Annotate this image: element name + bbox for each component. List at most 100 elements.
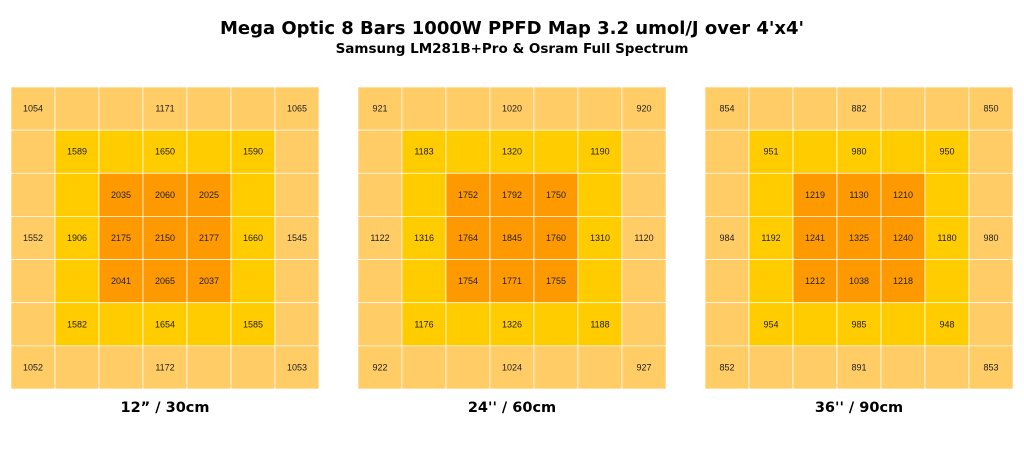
heatmap-cell (230, 216, 276, 260)
ppfd-reading-label: 921 (372, 104, 387, 114)
heatmap-cell (577, 172, 623, 217)
ppfd-reading-label: 1120 (634, 233, 653, 243)
ppfd-reading-label: 1326 (502, 319, 522, 329)
ppfd-reading-label: 1180 (937, 233, 956, 243)
heatmap-cell (11, 129, 56, 174)
heatmap-cell (401, 216, 447, 260)
ppfd-reading-label: 1764 (458, 233, 478, 243)
heatmap-cell (358, 216, 403, 260)
heatmap-cell (968, 216, 1013, 260)
ppfd-reading-label: 2060 (155, 190, 175, 200)
heatmap-cell (274, 172, 319, 217)
ppfd-reading-label: 1188 (590, 319, 609, 329)
heatmap-cell (142, 129, 188, 174)
heatmap-cell (186, 129, 232, 174)
heatmap-cell (186, 345, 232, 389)
heatmap-cell (533, 129, 579, 174)
heatmap-cell (880, 259, 926, 304)
heatmap-cell (230, 172, 276, 217)
ppfd-reading-label: 1210 (893, 190, 913, 200)
heatmap-cell (186, 302, 232, 347)
heatmap-cell (621, 216, 666, 260)
ppfd-reading-label: 1752 (458, 190, 478, 200)
heatmap-cell (401, 172, 447, 217)
heatmap-cell (968, 302, 1013, 347)
heatmap-cell (445, 87, 491, 131)
heatmap-cell (792, 129, 838, 174)
heatmap-cell (54, 259, 100, 304)
map-caption-36in: 36'' / 90cm (814, 400, 904, 416)
heatmap-cell (489, 87, 535, 131)
ppfd-reading-label: 948 (939, 319, 954, 329)
ppfd-reading-label: 1906 (67, 233, 87, 243)
heatmap-cell (748, 259, 794, 304)
heatmap-cell (968, 172, 1013, 217)
heatmap-cell (836, 302, 882, 347)
ppfd-reading-label: 2037 (199, 276, 219, 286)
ppfd-reading-label: 852 (719, 362, 734, 372)
heatmap-cell (533, 216, 579, 260)
heatmap-cell (880, 87, 926, 131)
heatmap-cell (274, 259, 319, 304)
ppfd-map-12in: 1054 1171 1065 1589 1650 1590 2035 2060 2025 1552… (11, 87, 319, 389)
ppfd-reading-label: 1130 (849, 190, 868, 200)
heatmap-cell (230, 302, 276, 347)
ppfd-reading-label: 854 (719, 104, 734, 114)
ppfd-reading-label: 850 (983, 104, 998, 114)
ppfd-reading-label: 2025 (199, 190, 219, 200)
ppfd-reading-label: 1582 (67, 319, 87, 329)
heatmap-cell (489, 172, 535, 217)
ppfd-reading-label: 1754 (458, 276, 478, 286)
ppfd-reading-label: 1771 (502, 276, 522, 286)
heatmap-cell (489, 259, 535, 304)
heatmap-cell (705, 302, 750, 347)
map-caption-12in: 12” / 30cm (120, 400, 210, 416)
heatmap-cell (577, 302, 623, 347)
heatmap-cell (880, 345, 926, 389)
heatmap-cell (98, 345, 144, 389)
ppfd-reading-label: 985 (851, 319, 866, 329)
ppfd-reading-label: 2035 (111, 190, 131, 200)
ppfd-reading-label: 1053 (287, 362, 307, 372)
ppfd-reading-label: 1212 (805, 276, 825, 286)
heatmap-cell (577, 129, 623, 174)
heatmap-cell (98, 302, 144, 347)
ppfd-reading-label: 920 (636, 104, 651, 114)
ppfd-reading-label: 1054 (23, 104, 43, 114)
heatmap-cell (230, 345, 276, 389)
heatmap-cell (792, 87, 838, 131)
heatmap-cell (230, 87, 276, 131)
heatmap-cell (577, 216, 623, 260)
ppfd-reading-label: 2041 (111, 276, 131, 286)
heatmap-12in: 1054 1171 1065 1589 1650 1590 2035 2060 2025 1552… (11, 87, 319, 389)
heatmap-cell (274, 129, 319, 174)
heatmap-cell (792, 345, 838, 389)
ppfd-reading-label: 1552 (23, 233, 43, 243)
heatmap-cell (577, 87, 623, 131)
heatmap-cell (836, 259, 882, 304)
heatmap-cell (621, 129, 666, 174)
heatmap-cell (54, 345, 100, 389)
heatmap-cell (142, 172, 188, 217)
heatmap-cell (621, 345, 666, 389)
heatmap-cell (142, 345, 188, 389)
chart-title: Mega Optic 8 Bars 1000W PPFD Map 3.2 umo… (219, 18, 805, 39)
ppfd-reading-label: 1792 (502, 190, 522, 200)
ppfd-reading-label: 1585 (243, 319, 263, 329)
heatmap-cell (142, 259, 188, 304)
heatmap-cell (705, 129, 750, 174)
heatmap-cell (98, 129, 144, 174)
heatmap-cell (358, 172, 403, 217)
ppfd-reading-label: 1192 (761, 233, 780, 243)
heatmap-cell (533, 87, 579, 131)
ppfd-reading-label: 1320 (502, 147, 522, 157)
ppfd-reading-label: 950 (939, 147, 954, 157)
heatmap-cell (924, 345, 970, 389)
heatmap-cell (924, 302, 970, 347)
heatmap-cell (445, 129, 491, 174)
ppfd-reading-label: 1240 (893, 233, 913, 243)
ppfd-reading-label: 1122 (370, 233, 389, 243)
heatmap-cell (445, 216, 491, 260)
heatmap-cell (705, 259, 750, 304)
heatmap-cell (54, 129, 100, 174)
